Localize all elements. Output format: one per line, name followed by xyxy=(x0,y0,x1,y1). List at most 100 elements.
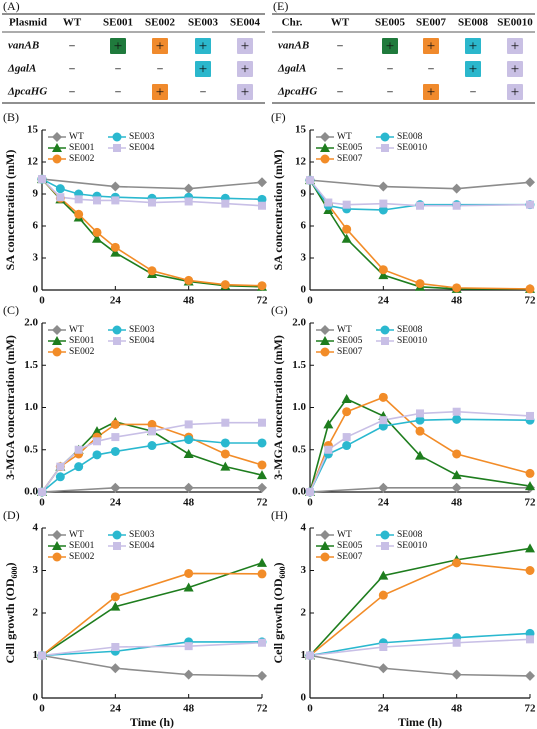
legend-label: SE005 xyxy=(337,541,363,551)
y-axis-label-part: 600 xyxy=(10,566,19,578)
x-axis-label: Time (h) xyxy=(398,715,442,729)
x-tick-label: 72 xyxy=(257,497,269,509)
table-cell: – xyxy=(199,86,206,98)
data-point xyxy=(257,569,267,579)
data-point xyxy=(220,438,230,448)
data-point xyxy=(525,284,535,294)
legend-label: SE008 xyxy=(397,530,423,540)
y-tick-label: 1.0 xyxy=(292,401,306,413)
table-cell: – xyxy=(336,40,343,52)
table-cell: + xyxy=(199,38,207,54)
legend-marker xyxy=(113,337,121,345)
row-label: ΔgalA xyxy=(7,63,36,75)
data-point xyxy=(111,643,120,651)
legend-label: WT xyxy=(337,325,352,335)
x-tick-label: 24 xyxy=(110,497,122,509)
data-point xyxy=(451,482,462,493)
y-tick-label: 0.5 xyxy=(24,443,38,455)
table-cell: + xyxy=(511,38,519,54)
data-point xyxy=(342,407,352,417)
x-tick-label: 72 xyxy=(525,295,537,307)
series-line xyxy=(309,486,530,493)
data-point xyxy=(526,635,534,644)
series-line xyxy=(41,572,263,657)
x-tick-label: 72 xyxy=(257,703,269,715)
data-point xyxy=(38,175,46,184)
legend-marker xyxy=(320,336,330,345)
y-axis-label: Cell growth (OD600) xyxy=(271,562,288,663)
y-tick-label: 2 xyxy=(33,607,39,619)
data-point xyxy=(148,198,156,207)
table-header: WT xyxy=(63,17,82,29)
data-point xyxy=(110,242,120,252)
series-line xyxy=(309,562,531,657)
legend-label: SE005 xyxy=(337,143,363,153)
row-label: vanAB xyxy=(8,40,39,52)
legend-marker xyxy=(320,325,330,335)
series-line xyxy=(41,654,263,677)
data-point xyxy=(378,590,388,600)
y-tick-label: 6 xyxy=(33,220,39,232)
x-tick-label: 24 xyxy=(110,295,122,307)
table-cell: – xyxy=(156,63,163,75)
table-cell: – xyxy=(386,63,393,75)
table-cell: – xyxy=(386,86,393,98)
data-point xyxy=(324,445,333,454)
y-tick-label: 2.0 xyxy=(24,317,38,329)
marker-box xyxy=(152,38,168,54)
row-label: vanAB xyxy=(278,40,309,52)
panel-label: (A) xyxy=(3,0,20,13)
y-tick-label: 3 xyxy=(33,252,39,264)
data-point xyxy=(452,638,461,647)
data-point xyxy=(184,420,193,429)
y-tick-label: 3 xyxy=(33,564,39,576)
data-point xyxy=(220,449,230,459)
data-point xyxy=(452,283,462,293)
data-point xyxy=(55,472,65,482)
x-tick-label: 48 xyxy=(183,295,195,307)
y-tick-label: 1 xyxy=(301,649,307,661)
table-header: SE007 xyxy=(416,17,446,29)
y-tick-label: 4 xyxy=(33,522,39,534)
y-tick-label: 15 xyxy=(27,124,39,136)
data-point xyxy=(92,450,102,460)
marker-box xyxy=(423,84,439,100)
data-point xyxy=(257,438,267,448)
y-axis-label-part: Cell growth (OD xyxy=(3,578,17,663)
y-tick-label: 0.0 xyxy=(24,486,38,498)
data-point xyxy=(110,663,121,674)
data-point xyxy=(110,601,121,611)
y-axis-label-part: 600 xyxy=(278,566,287,578)
x-tick-label: 48 xyxy=(451,703,463,715)
data-point xyxy=(93,437,101,446)
series-line xyxy=(41,641,263,657)
data-point xyxy=(257,281,267,291)
table-cell: + xyxy=(156,84,164,100)
x-axis-label: Time (h) xyxy=(130,715,174,729)
y-axis-label-part: SA concentration (mM) xyxy=(3,150,17,271)
legend-label: SE004 xyxy=(129,541,155,551)
table-header: SE008 xyxy=(458,17,488,29)
legend-marker xyxy=(52,143,62,152)
y-tick-label: 9 xyxy=(33,188,39,200)
data-point xyxy=(378,265,388,275)
y-tick-label: 1.0 xyxy=(24,401,38,413)
data-point xyxy=(258,201,266,210)
legend-label: WT xyxy=(69,325,84,335)
legend-marker xyxy=(113,144,121,152)
data-point xyxy=(93,196,101,205)
data-point xyxy=(92,227,102,237)
data-point xyxy=(525,543,535,553)
data-point xyxy=(184,568,194,578)
x-tick-label: 48 xyxy=(451,295,463,307)
legend-marker xyxy=(320,154,330,164)
legend-label: SE003 xyxy=(129,132,155,142)
data-point xyxy=(525,566,535,575)
data-point xyxy=(183,669,194,680)
legend-marker xyxy=(380,132,390,142)
data-point xyxy=(525,177,535,188)
data-point xyxy=(257,670,267,681)
data-point xyxy=(148,427,156,436)
y-tick-label: 0 xyxy=(301,692,307,704)
